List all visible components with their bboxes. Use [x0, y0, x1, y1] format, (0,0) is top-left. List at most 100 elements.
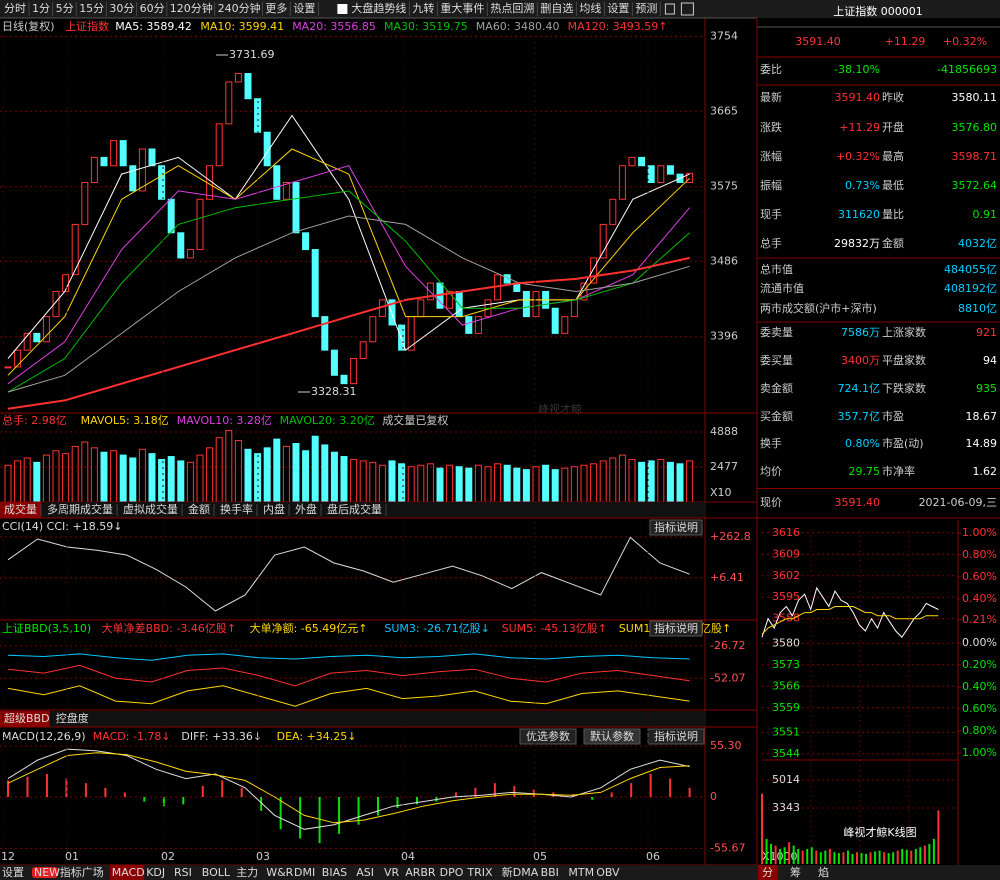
- candle: [282, 182, 290, 200]
- bottom-tab[interactable]: BIAS: [322, 866, 347, 879]
- button-label[interactable]: 指标说明: [654, 520, 698, 534]
- indicator-tab[interactable]: 金额: [188, 502, 210, 516]
- side-tab[interactable]: 分: [762, 866, 773, 879]
- checkbox[interactable]: [337, 4, 348, 14]
- toolbar-button[interactable]: 15分: [79, 2, 104, 15]
- field-value: 311620: [838, 208, 880, 221]
- candle: [359, 341, 367, 360]
- indicator-tab[interactable]: 成交量: [4, 502, 37, 516]
- button-label[interactable]: 优选参数: [526, 729, 570, 743]
- field-label: 昨收: [882, 90, 904, 104]
- bottom-tab[interactable]: ARBR: [405, 866, 436, 879]
- ma-line: [7, 215, 690, 393]
- bottom-tab[interactable]: 指标广场: [60, 865, 104, 879]
- indicator-tab[interactable]: 换手率: [220, 502, 253, 516]
- bottom-tab[interactable]: VR: [384, 866, 400, 879]
- button[interactable]: [519, 728, 577, 745]
- toolbar-button[interactable]: 重大事件: [440, 1, 484, 15]
- bottom-tab[interactable]: BBI: [541, 866, 559, 879]
- volume-bar: [330, 451, 338, 504]
- legend-item: SUM5: -45.13亿股↑: [502, 622, 607, 635]
- button[interactable]: [649, 519, 703, 536]
- candle: [590, 257, 598, 284]
- y-tick-label: 3551: [772, 725, 800, 738]
- candle: [628, 156, 636, 167]
- toolbar-button[interactable]: 分时: [4, 2, 26, 15]
- bottom-tab[interactable]: MACD: [112, 866, 145, 879]
- candle: [398, 324, 406, 351]
- bottom-tab[interactable]: MTM: [568, 866, 594, 879]
- indicator-tab[interactable]: 虚拟成交量: [123, 502, 178, 516]
- button-label[interactable]: 默认参数: [590, 729, 634, 743]
- bottom-tab[interactable]: TRIX: [466, 866, 493, 879]
- bottom-tab[interactable]: OBV: [596, 866, 620, 879]
- toolbar-button[interactable]: 删自选: [540, 2, 573, 15]
- bottom-tab[interactable]: RSI: [174, 866, 192, 879]
- bottom-tab[interactable]: DMI: [294, 866, 315, 879]
- y2-tick-label: 0.21%: [962, 613, 997, 626]
- bottom-tab[interactable]: BOLL: [202, 866, 231, 879]
- icon-lock[interactable]: [664, 3, 675, 15]
- toolbar-button[interactable]: 60分: [140, 2, 165, 15]
- legend-item: 大单净差BBD: -3.46亿股↑: [102, 621, 236, 635]
- indicator-tab[interactable]: 控盘度: [56, 711, 89, 725]
- button-label[interactable]: 指标说明: [654, 621, 698, 635]
- field-label: 金额: [882, 236, 904, 250]
- toolbar-button[interactable]: 设置: [607, 2, 629, 15]
- bottom-tab[interactable]: ASI: [356, 866, 374, 879]
- volume-bar: [263, 447, 271, 504]
- indicator-tab[interactable]: 超级BBD: [4, 711, 50, 725]
- candle: [244, 73, 252, 100]
- legend-item: MACD: -1.78↓: [93, 730, 171, 743]
- toolbar-button[interactable]: 1分: [32, 2, 50, 15]
- candle: [196, 198, 204, 251]
- x-tick-label: 04: [401, 850, 415, 863]
- indicator-tab[interactable]: 盘后成交量: [327, 502, 382, 516]
- field-label: 总市值: [760, 262, 793, 276]
- candle: [254, 98, 262, 133]
- x-tick-label: 12: [1, 850, 15, 863]
- candle: [42, 316, 50, 343]
- icon-back[interactable]: [680, 2, 694, 16]
- volume-bar: [436, 467, 444, 504]
- volume-bar: [503, 464, 511, 504]
- toolbar-button[interactable]: 更多: [265, 1, 287, 15]
- toolbar-button[interactable]: 240分钟: [218, 1, 261, 15]
- toolbar-button[interactable]: 预测: [635, 2, 657, 15]
- toolbar-button[interactable]: 九转: [412, 1, 434, 15]
- button[interactable]: [649, 620, 703, 637]
- quote-price: 3591.40: [795, 35, 841, 48]
- y-tick-label: -52.07: [710, 671, 745, 684]
- bottom-tab[interactable]: W&R: [266, 866, 293, 879]
- field-value: 3580.11: [952, 91, 998, 104]
- volume-bar: [513, 467, 521, 504]
- candle: [292, 182, 300, 234]
- toolbar-button[interactable]: 5分: [56, 2, 74, 15]
- toolbar-button[interactable]: 大盘趋势线: [351, 1, 406, 15]
- button-label[interactable]: 指标说明: [654, 729, 698, 743]
- side-tab[interactable]: 焰: [818, 865, 829, 879]
- candle: [388, 299, 396, 326]
- button[interactable]: [647, 728, 705, 745]
- toolbar-button[interactable]: 均线: [579, 1, 601, 15]
- button[interactable]: [583, 728, 641, 745]
- toolbar-button[interactable]: 设置: [293, 2, 315, 15]
- bottom-tab[interactable]: DPO: [440, 866, 464, 879]
- toolbar-button[interactable]: 热点回溯: [490, 2, 534, 15]
- field-value: 408192亿: [944, 282, 997, 295]
- bottom-tab[interactable]: 主力: [236, 866, 258, 879]
- bottom-tab[interactable]: 新DMA: [502, 865, 539, 879]
- candle: [657, 165, 665, 184]
- bottom-tab[interactable]: NEW: [34, 866, 60, 879]
- legend-item: MAVOL5: 3.18亿: [81, 414, 169, 427]
- toolbar-button[interactable]: 120分钟: [170, 1, 213, 15]
- indicator-tab[interactable]: 外盘: [295, 502, 317, 516]
- side-tab[interactable]: 筹: [790, 865, 801, 879]
- toolbar-button[interactable]: 30分: [109, 2, 134, 15]
- bottom-tab[interactable]: KDJ: [146, 866, 165, 879]
- indicator-tab[interactable]: 内盘: [263, 502, 285, 516]
- indicator-tab[interactable]: 多周期成交量: [47, 502, 113, 516]
- bottom-tab[interactable]: 设置: [2, 866, 24, 879]
- y-tick-label: +262.8: [710, 530, 751, 543]
- volume-bar: [119, 454, 127, 504]
